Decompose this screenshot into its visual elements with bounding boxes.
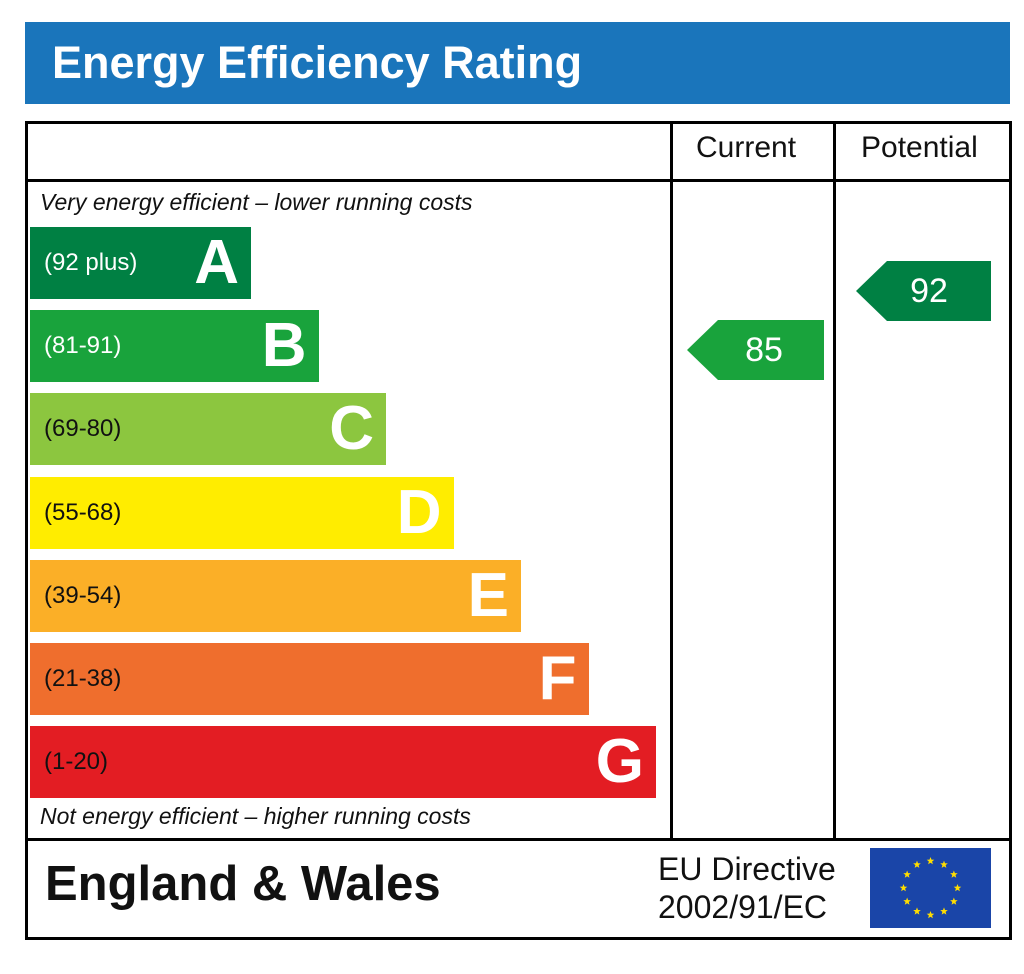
header-row-divider xyxy=(25,179,1009,182)
directive-label: EU Directive 2002/91/EC xyxy=(658,850,836,926)
band-range-label: (81-91) xyxy=(44,332,122,360)
region-label: England & Wales xyxy=(45,857,441,911)
band-letter: B xyxy=(261,311,307,381)
eu-flag-star xyxy=(899,884,908,892)
band-range-label: (21-38) xyxy=(44,665,122,692)
rating-table-frame xyxy=(25,121,1012,940)
rating-band-d: (55-68) D xyxy=(30,476,454,549)
eu-flag-star xyxy=(913,860,921,868)
band-range-label: (39-54) xyxy=(44,581,122,609)
footer-row-divider xyxy=(25,838,1009,841)
current-rating-arrow: 85 xyxy=(687,320,824,380)
eu-flag-star xyxy=(950,870,958,878)
rating-band-g: (1-20) G xyxy=(30,726,656,799)
potential-rating-value: 92 xyxy=(910,272,948,310)
eu-flag-star xyxy=(903,897,911,905)
directive-line-1: EU Directive xyxy=(658,851,836,887)
rating-band-e: (39-54) E xyxy=(30,559,521,632)
eu-flag-star xyxy=(926,857,935,865)
band-letter: F xyxy=(538,644,577,713)
band-range-label: (92 plus) xyxy=(44,249,138,276)
band-range-label: (55-68) xyxy=(44,498,122,526)
band-letter: G xyxy=(595,727,644,797)
eu-flag-star xyxy=(940,907,948,915)
current-rating-value: 85 xyxy=(745,331,783,369)
rating-band-f: (21-38) F xyxy=(30,643,589,715)
rating-band-b: (81-91) B xyxy=(30,310,319,383)
page-title: Energy Efficiency Rating xyxy=(52,37,583,88)
title-banner: Energy Efficiency Rating xyxy=(25,22,1010,104)
band-letter: E xyxy=(467,560,509,630)
potential-rating-arrow: 92 xyxy=(856,261,991,321)
eu-flag-icon xyxy=(870,848,991,928)
band-range-label: (1-20) xyxy=(44,748,109,776)
column-header-current: Current xyxy=(696,131,797,164)
eu-flag-star xyxy=(953,884,962,892)
rating-band-c: (69-80) C xyxy=(30,393,386,466)
band-letter: C xyxy=(329,394,374,464)
caption-efficient: Very energy efficient – lower running co… xyxy=(40,189,473,215)
caption-inefficient: Not energy efficient – higher running co… xyxy=(40,803,471,829)
band-letter: A xyxy=(194,228,239,297)
eu-flag-star xyxy=(950,897,958,905)
eu-flag-star xyxy=(903,870,911,878)
rating-band-a: (92 plus) A xyxy=(30,227,251,299)
eu-flag-star xyxy=(940,860,948,868)
eu-flag-star xyxy=(913,907,921,915)
band-letter: D xyxy=(396,477,442,547)
band-range-label: (69-80) xyxy=(44,415,122,443)
eu-flag-star xyxy=(926,911,935,919)
directive-line-2: 2002/91/EC xyxy=(658,889,828,925)
divider-current xyxy=(670,121,673,840)
column-header-potential: Potential xyxy=(861,131,978,164)
divider-potential xyxy=(833,121,836,840)
